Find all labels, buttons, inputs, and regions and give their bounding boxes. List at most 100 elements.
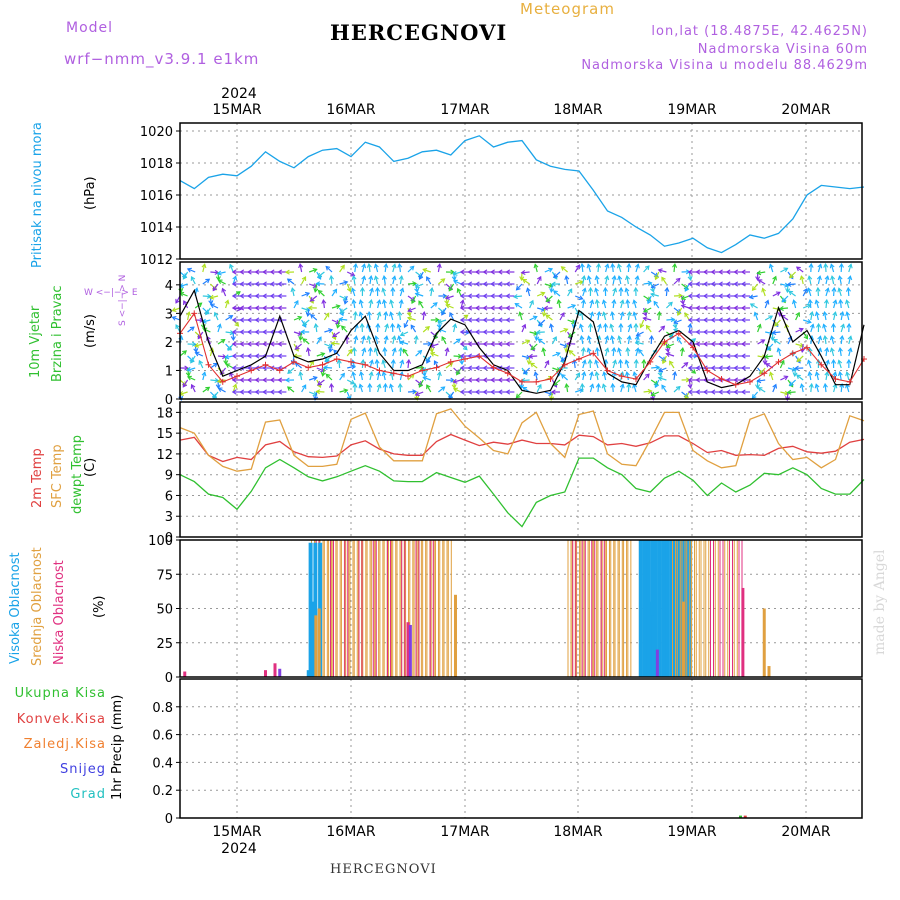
- wind-arrow-head: [537, 275, 542, 281]
- wind-arrow-head: [756, 270, 762, 276]
- temp-tick-label: 3: [165, 510, 173, 525]
- cloud-bar: [349, 539, 354, 678]
- wind-arrow-head: [418, 382, 424, 388]
- wind-arrow-head: [467, 293, 473, 299]
- wind-arrow-head: [846, 358, 852, 364]
- wind-arrow-head: [702, 389, 708, 395]
- wind-arrow-head: [638, 348, 643, 354]
- wind-arrow: [316, 390, 325, 393]
- wind-arrow-head: [340, 325, 346, 331]
- wind-arrow-head: [448, 362, 454, 367]
- wind-arrow-head: [650, 287, 656, 293]
- wind-arrow: [399, 288, 404, 297]
- wind-arrow: [597, 324, 601, 333]
- wind-arrow-head: [541, 347, 547, 353]
- cloud-bar: [733, 539, 738, 678]
- wind-arrow-head: [513, 294, 518, 300]
- wind-arrow-head: [824, 287, 830, 293]
- wind-arrow: [221, 288, 227, 297]
- wind-arrow-head: [429, 347, 435, 353]
- wind-arrow-head: [806, 287, 812, 293]
- wind-arrow: [460, 300, 464, 309]
- wind-arrow-head: [653, 300, 659, 306]
- wind-arrow-head: [193, 287, 199, 293]
- wind-arrow-head: [398, 299, 404, 305]
- wind-arrow: [530, 362, 538, 369]
- cloud-bar: [600, 539, 605, 678]
- wind-arrow-head: [368, 359, 374, 365]
- model-elevation: Nadmorska Visina u modelu 88.4629m: [581, 58, 868, 73]
- wind-arrow: [589, 372, 593, 381]
- wind-arrow-head: [459, 377, 465, 383]
- wind-arrow: [550, 283, 553, 292]
- wind-arrow: [681, 304, 690, 309]
- wind-arrow-head: [710, 317, 716, 323]
- wind-arrow: [210, 379, 219, 382]
- wind-arrow: [361, 276, 365, 285]
- wind-arrow-head: [611, 371, 617, 377]
- wind-arrow-head: [668, 301, 673, 307]
- wind-arrow: [352, 372, 356, 381]
- wind-arrow-head: [625, 347, 631, 352]
- wind-tick-label: 3: [165, 307, 173, 322]
- wind-arrow-head: [823, 298, 829, 304]
- wind-arrow-head: [725, 317, 731, 323]
- wind-arrow-head: [269, 389, 275, 395]
- cloud-bar: [714, 539, 719, 678]
- wind-arrow: [643, 317, 652, 321]
- wind-arrow: [210, 295, 219, 299]
- wind-arrow: [399, 276, 403, 285]
- wind-arrow-head: [418, 275, 424, 281]
- wind-arrow-head: [522, 278, 528, 284]
- wind-arrow: [626, 300, 629, 309]
- wind-arrow: [202, 386, 210, 393]
- wind-arrow: [344, 295, 348, 304]
- wind-arrow: [445, 304, 454, 309]
- wind-arrow: [795, 343, 804, 347]
- wind-arrow-head: [399, 331, 405, 337]
- wind-arrow: [301, 307, 310, 312]
- wind-arrow: [752, 283, 759, 291]
- wind-arrow: [550, 324, 553, 333]
- wind-arrow: [633, 312, 637, 321]
- wind-arrow: [331, 319, 340, 324]
- wind-arrow: [352, 299, 356, 309]
- cloud-bar: [310, 601, 314, 677]
- wind-arrow-head: [399, 287, 405, 293]
- wind-arrow: [565, 343, 569, 353]
- wind-arrow-head: [645, 373, 650, 379]
- wind-arrow-head: [806, 319, 812, 324]
- wind-arrow-head: [313, 395, 319, 401]
- wind-arrow: [567, 288, 573, 297]
- wind-arrow-head: [459, 389, 465, 395]
- wind-arrow-head: [725, 377, 731, 383]
- wind-arrow-head: [216, 378, 222, 384]
- wind-arrow-head: [832, 371, 838, 377]
- wind-arrow-head: [452, 378, 458, 384]
- wind-arrow: [179, 350, 187, 357]
- wind-arrow-head: [611, 299, 617, 304]
- wind-arrow-head: [382, 346, 388, 352]
- wind-arrow: [582, 360, 586, 369]
- wind-arrow: [323, 366, 333, 369]
- wind-arrow-head: [284, 269, 290, 275]
- wind-arrow: [354, 336, 357, 345]
- wind-arrow: [422, 312, 425, 321]
- wind-arrow-head: [578, 295, 584, 301]
- wind-arrow: [301, 292, 310, 297]
- wind-arrow-head: [262, 317, 267, 323]
- cloud-bar: [653, 540, 658, 677]
- wind-arrow-head: [429, 351, 435, 357]
- wind-arrow: [383, 276, 386, 285]
- wind-arrow-head: [429, 287, 435, 293]
- wind-arrow: [666, 343, 675, 348]
- wind-arrow-head: [397, 382, 403, 388]
- wind-arrow: [596, 300, 599, 309]
- wind-arrow-head: [675, 385, 681, 391]
- cloud-bar: [434, 539, 439, 678]
- cloud-bar: [362, 539, 367, 678]
- wind-arrow: [225, 363, 234, 369]
- wind-arrow-head: [320, 371, 326, 377]
- precip-bar: [739, 815, 742, 818]
- wind-arrow: [329, 343, 333, 352]
